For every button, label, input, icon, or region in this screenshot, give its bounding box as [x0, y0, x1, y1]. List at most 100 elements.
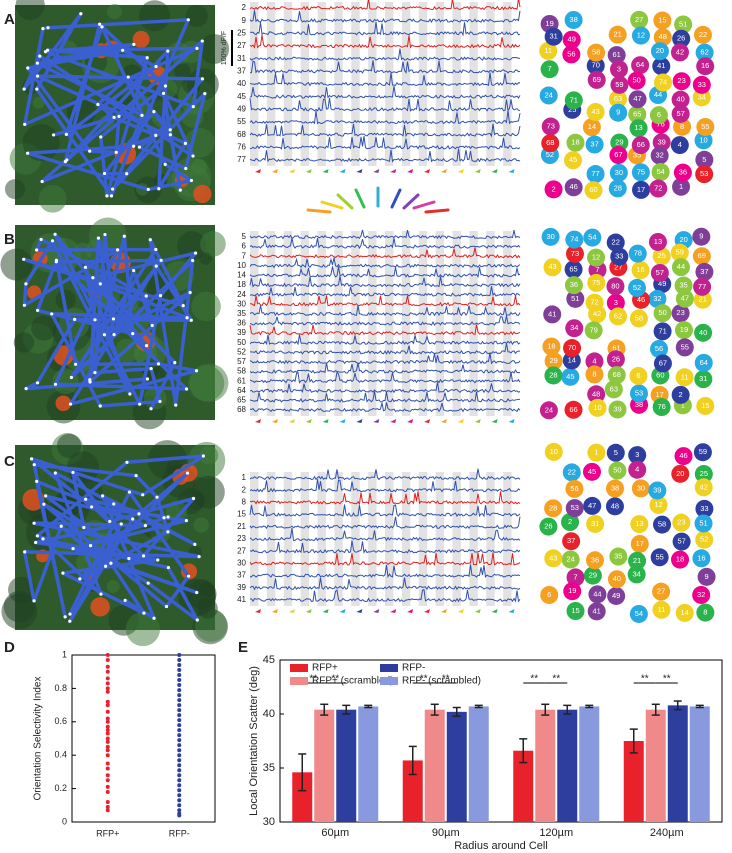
cell-label: 10: [699, 135, 707, 144]
scan-point: [105, 194, 109, 198]
cell-label: 73: [547, 122, 555, 131]
cell-marker: [631, 261, 650, 280]
cell-label: 7: [595, 265, 599, 274]
y-tick-label: 1: [62, 649, 67, 659]
cell-label: 38: [635, 400, 643, 409]
scan-point: [181, 303, 185, 308]
point: [177, 703, 182, 708]
scan-point: [154, 264, 158, 268]
cell-marker: [587, 602, 606, 621]
cell-marker: [608, 461, 627, 480]
trace: [249, 72, 521, 87]
cell-marker: [695, 530, 714, 549]
stimulus-arrow: [508, 609, 515, 613]
cell-label: 32: [653, 294, 661, 303]
stimulus-arrow: [271, 609, 278, 613]
stimulus-band: [469, 2, 478, 166]
y-tick-label: 0.2: [54, 783, 67, 793]
cell-marker: [627, 71, 646, 90]
scan-point: [34, 540, 38, 545]
cell-label: 49: [612, 591, 620, 600]
scan-point: [35, 308, 40, 313]
scan-point: [156, 558, 160, 562]
stimulus-arrow: [373, 419, 380, 423]
cell-marker: [583, 496, 602, 515]
bar: [424, 709, 445, 822]
scan-point: [112, 502, 116, 506]
cell-label: 70: [592, 61, 600, 70]
cell-label: 16: [636, 265, 644, 274]
cell-label: 57: [676, 109, 684, 118]
stimulus-arrow: [373, 609, 380, 613]
cell-label: 75: [592, 278, 600, 287]
point: [177, 753, 182, 758]
scan-point: [146, 581, 150, 585]
cell-marker: [544, 549, 563, 568]
cell-marker: [692, 88, 711, 107]
stimulus-arrow: [491, 609, 498, 613]
cell-label: 1: [679, 182, 683, 191]
cell-marker: [561, 367, 580, 386]
scan-point: [68, 612, 72, 616]
significance-label: **: [442, 674, 450, 685]
trace-label: 57: [237, 357, 246, 366]
cell-label: 50: [658, 308, 666, 317]
stimulus-arrow: [440, 419, 447, 423]
scan-point: [200, 77, 205, 81]
image-texture: [1, 593, 38, 630]
scan-point: [23, 122, 27, 126]
stimulus-band: [452, 2, 461, 166]
cell-marker: [697, 567, 716, 586]
cell-marker: [585, 293, 604, 312]
cell-label: 18: [676, 555, 684, 564]
cell-marker: [653, 304, 672, 323]
cell-marker: [564, 151, 583, 170]
trace-label: 61: [237, 376, 246, 385]
cell-label: 1: [681, 400, 685, 409]
cell-marker: [694, 131, 713, 150]
cell-marker: [671, 385, 690, 404]
cell-label: 7: [548, 64, 552, 73]
trace: [249, 468, 521, 481]
bar: [535, 709, 556, 822]
cell-marker: [654, 73, 673, 92]
stimulus-band: [300, 2, 310, 166]
cell-marker: [630, 10, 649, 29]
scan-point: [63, 615, 67, 619]
point: [177, 793, 182, 798]
trace-label: 77: [237, 155, 246, 164]
cell-marker: [652, 247, 671, 266]
cell-label: 49: [658, 279, 666, 288]
scan-point: [102, 171, 107, 176]
bar: [667, 705, 688, 822]
cell-label: 19: [680, 325, 688, 334]
cell-marker: [675, 368, 694, 387]
cell-marker: [564, 10, 583, 29]
cell-marker: [628, 460, 647, 479]
cell-label: 37: [700, 267, 708, 276]
scan-point: [26, 66, 30, 70]
scan-point: [100, 25, 104, 29]
cell-marker: [608, 400, 627, 419]
point: [105, 699, 110, 704]
image-texture: [197, 598, 218, 619]
scan-point: [90, 505, 94, 509]
stimulus-arrow: [322, 419, 329, 423]
cell-marker: [606, 443, 625, 462]
scan-point: [143, 524, 147, 528]
cell-marker: [583, 228, 602, 247]
cell-label: 58: [658, 520, 666, 529]
stimulus-arrow: [356, 419, 363, 423]
cell-label: 44: [654, 90, 662, 99]
y-tick-label: 0.8: [54, 683, 67, 693]
stimulus-arrow: [255, 419, 261, 423]
cell-label: 12: [592, 253, 600, 262]
scan-point: [126, 75, 130, 79]
image-texture: [106, 580, 120, 594]
cell-marker: [543, 305, 562, 324]
stimulus-arrow: [305, 609, 312, 613]
cell-marker: [670, 243, 689, 262]
bar: [292, 772, 313, 822]
scan-point: [173, 361, 177, 365]
cell-label: 25: [700, 469, 708, 478]
